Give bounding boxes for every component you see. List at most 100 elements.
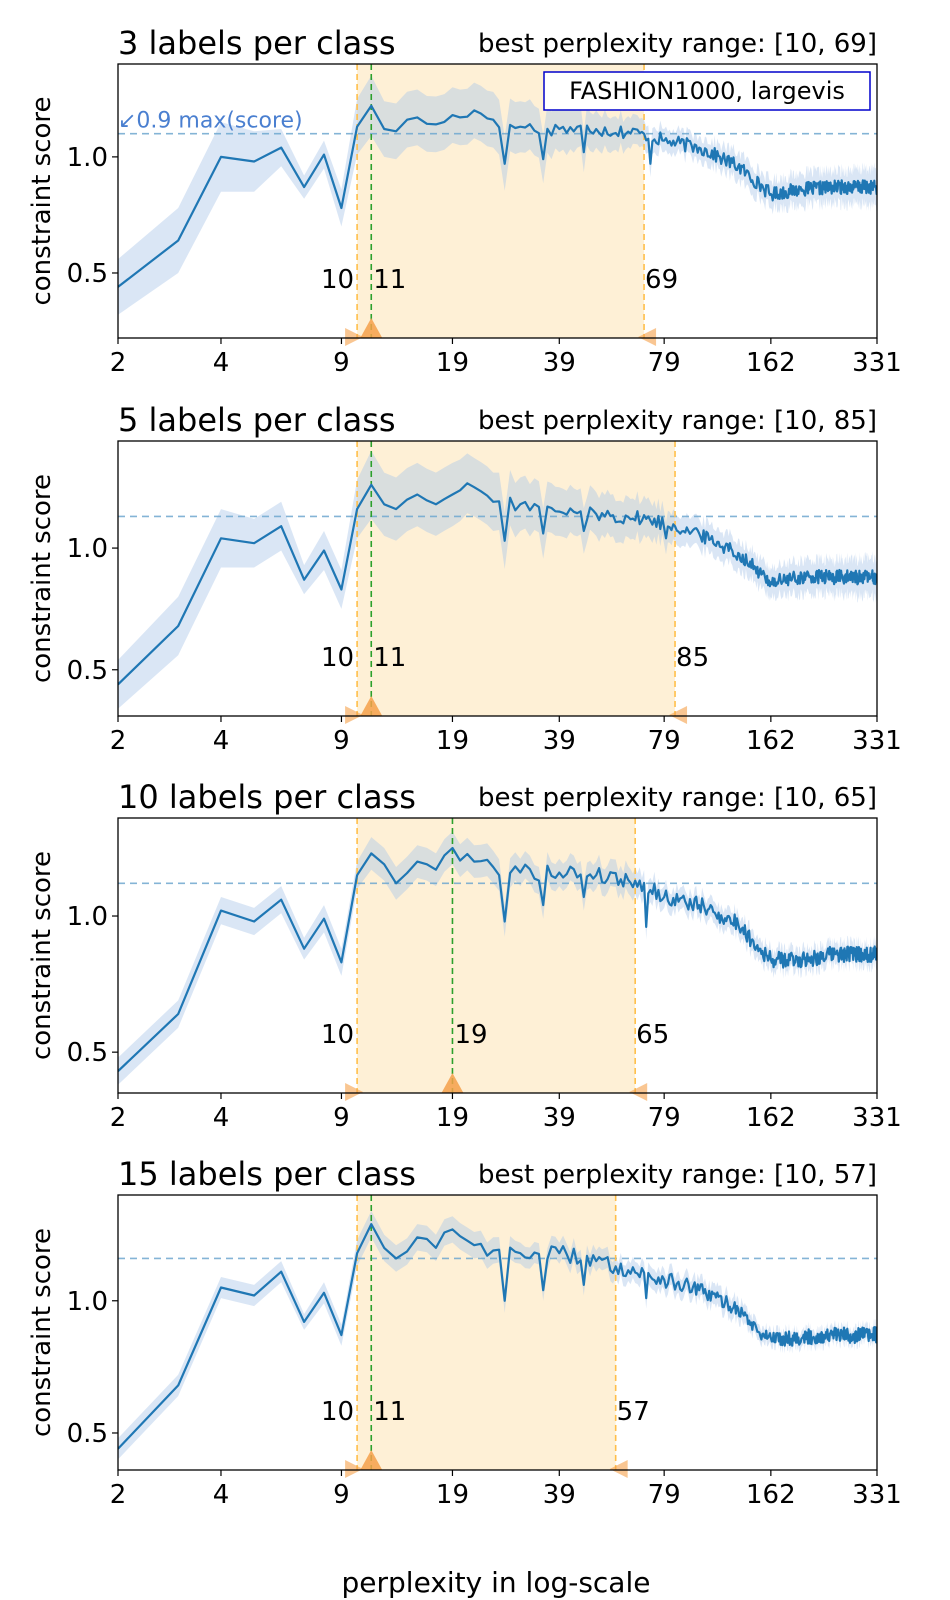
best-perplexity-label: 11 [373,643,406,673]
range-start-label: 10 [321,643,354,673]
confidence-band [118,1210,877,1460]
range-end-marker [638,328,657,346]
y-axis-label: constraint score [27,851,57,1060]
x-tick-label: 4 [213,726,230,756]
range-start-marker [345,328,364,346]
range-start-label: 10 [321,265,354,295]
x-tick-label: 162 [746,726,796,756]
y-axis-label: constraint score [27,1228,57,1437]
series-line [118,104,877,288]
chart-title: 15 labels per class [118,1155,416,1193]
plot-frame [117,1194,878,1471]
range-end-label: 85 [676,643,709,673]
best-range-text: best perplexity range: [10, 85] [478,406,877,436]
y-tick-label: 0.5 [67,259,108,289]
x-axis-label: perplexity in log-scale [342,1566,651,1599]
y-tick-label: 1.0 [67,534,108,564]
plot-frame [117,63,878,339]
x-tick-label: 19 [436,348,469,378]
y-tick-label: 0.5 [67,1038,108,1068]
threshold-annotation: ↙0.9 max(score) [118,109,303,134]
y-tick-label: 1.0 [67,143,108,173]
x-tick-label: 39 [543,1480,576,1510]
best-perplexity-label: 11 [373,265,406,295]
chart-panel-3: 10 19 65 2 4 9 19 39 79 162 331 0.5 1.0 constraint sc… [27,778,902,1133]
plot-area [118,1195,877,1470]
plot-frame [117,817,878,1094]
best-perplexity-label: 11 [373,1397,406,1427]
confidence-band [118,75,877,315]
chart-panel-4: 10 11 57 2 4 9 19 39 79 162 331 0.5 1.0 constraint sc… [27,1155,902,1510]
x-tick-label: 79 [648,1480,681,1510]
range-end-marker [609,1460,628,1478]
chart-title: 5 labels per class [118,401,396,439]
best-range-text: best perplexity range: [10, 65] [478,783,877,813]
x-tick-label: 19 [436,726,469,756]
legend-box [543,71,871,111]
x-tick-label: 4 [213,1103,230,1133]
chart-title: 10 labels per class [118,778,416,816]
range-start-marker [345,1460,364,1478]
x-tick-label: 162 [746,348,796,378]
y-axis-label: constraint score [27,474,57,683]
x-tick-label: 9 [333,726,350,756]
best-perplexity-marker [360,1450,383,1470]
legend-text: FASHION1000, largevis [569,77,845,105]
y-tick-label: 0.5 [67,1419,108,1449]
range-start-marker [345,1083,364,1101]
x-tick-label: 19 [436,1103,469,1133]
x-tick-label: 2 [110,1103,127,1133]
x-tick-label: 39 [543,348,576,378]
series-line [118,482,877,686]
x-tick-label: 331 [852,1480,902,1510]
x-tick-label: 79 [648,1103,681,1133]
chart-panel-2: 10 11 85 2 4 9 19 39 79 162 331 0.5 1.0 constraint sc… [27,401,902,756]
chart-title: 3 labels per class [118,24,396,62]
x-tick-label: 162 [746,1103,796,1133]
plot-area [118,441,877,716]
x-tick-label: 331 [852,726,902,756]
range-start-label: 10 [321,1397,354,1427]
x-tick-label: 162 [746,1480,796,1510]
range-start-marker [345,706,364,724]
best-perplexity-label: 19 [454,1020,487,1050]
range-start-label: 10 [321,1020,354,1050]
best-range-text: best perplexity range: [10, 69] [478,29,877,59]
best-perplexity-marker [441,1073,464,1093]
series-line [118,846,877,1072]
range-end-label: 57 [617,1397,650,1427]
range-end-marker [669,706,688,724]
best-range-span [357,818,636,1093]
range-end-label: 69 [645,265,678,295]
x-tick-label: 9 [333,1103,350,1133]
best-perplexity-marker [360,696,383,716]
chart-panel-1: 10 11 69 2 4 9 19 39 79 162 331 0.5 1.0 constraint sc… [27,24,902,378]
plot-area [118,818,877,1093]
x-tick-label: 9 [333,1480,350,1510]
y-axis-label: constraint score [27,96,57,305]
x-tick-label: 79 [648,348,681,378]
confidence-band [118,450,877,709]
x-tick-label: 39 [543,1103,576,1133]
series-line [118,1223,877,1450]
best-perplexity-marker [360,318,383,338]
x-tick-label: 331 [852,1103,902,1133]
x-tick-label: 2 [110,726,127,756]
x-tick-label: 9 [333,348,350,378]
x-tick-label: 4 [213,1480,230,1510]
x-tick-label: 79 [648,726,681,756]
y-tick-label: 1.0 [67,1287,108,1317]
x-tick-label: 39 [543,726,576,756]
best-range-span [357,1195,616,1470]
x-tick-label: 4 [213,348,230,378]
best-range-text: best perplexity range: [10, 57] [478,1160,877,1190]
y-tick-label: 0.5 [67,656,108,686]
panels: 10 11 69 2 4 9 19 39 79 162 331 0.5 1.0 constraint sc… [27,24,902,1510]
x-tick-label: 331 [852,348,902,378]
confidence-band [118,831,877,1085]
range-end-label: 65 [636,1020,669,1050]
y-tick-label: 1.0 [67,902,108,932]
x-tick-label: 19 [436,1480,469,1510]
x-tick-label: 2 [110,1480,127,1510]
